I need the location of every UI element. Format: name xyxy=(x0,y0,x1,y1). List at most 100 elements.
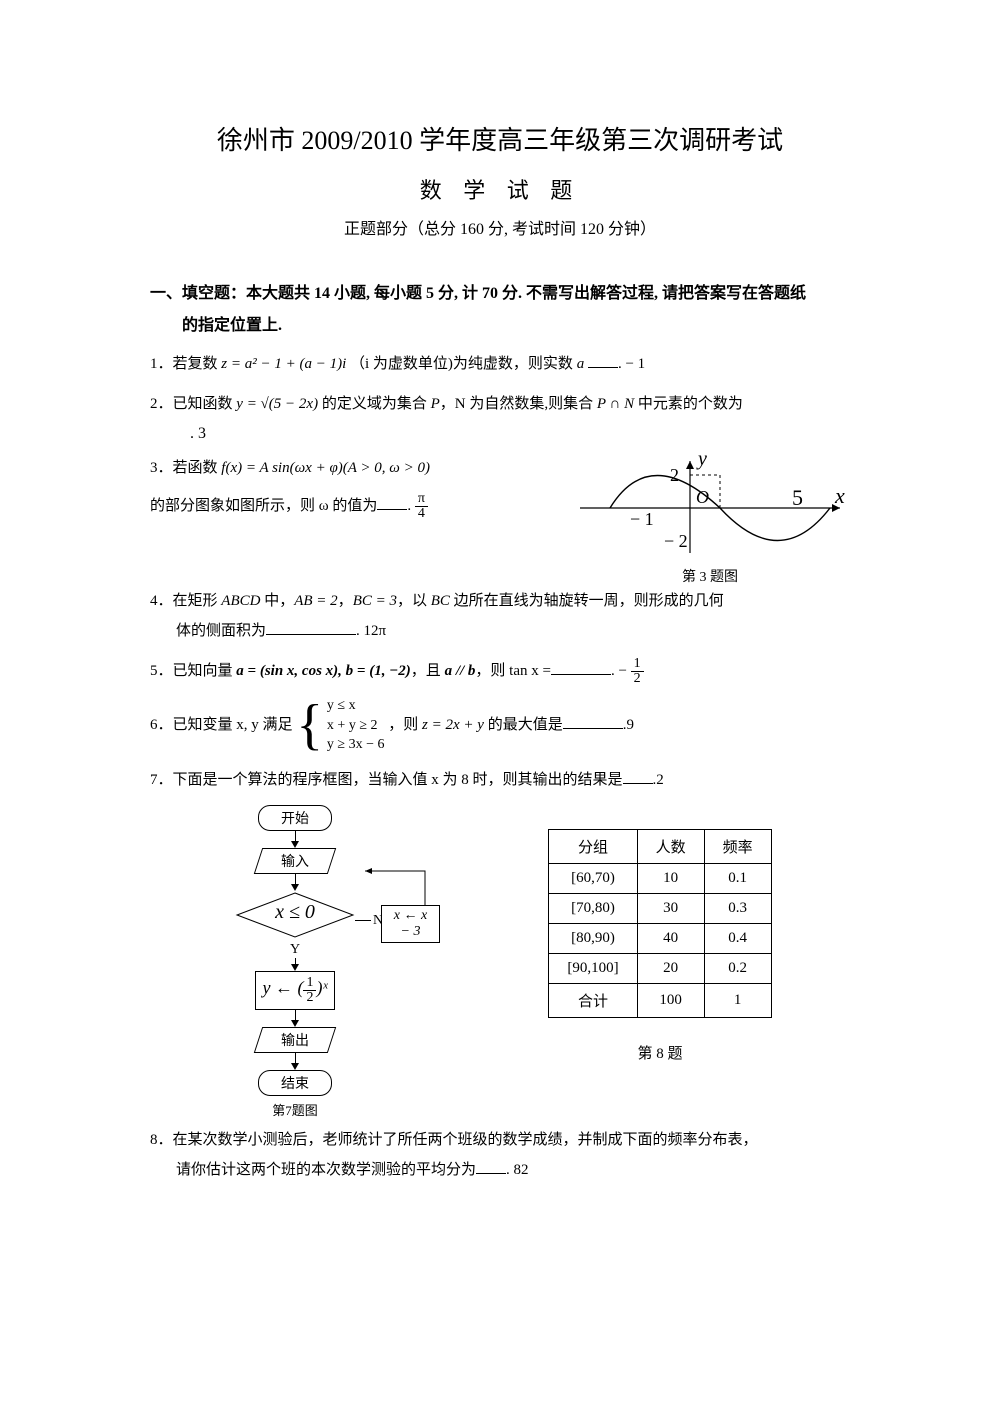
q4-t1: 在矩形 xyxy=(173,593,222,609)
table-row: [70,80)300.3 xyxy=(549,893,771,923)
q6-brace: { xyxy=(296,697,323,753)
q4-num: 4． xyxy=(150,586,173,616)
table-row: [90,100]200.2 xyxy=(549,953,771,983)
q5-a: a = (sin x, cos x), b = (1, −2) xyxy=(236,663,411,679)
q5-sign: − xyxy=(618,663,626,679)
q1-num: 1． xyxy=(150,349,173,379)
table-row: [80,90)400.4 xyxy=(549,923,771,953)
q3-expr: f(x) = A sin(ωx + φ)(A > 0, ω > 0) xyxy=(221,460,430,476)
page-info: 正题部分（总分 160 分, 考试时间 120 分钟） xyxy=(150,215,850,239)
q3-chart-svg: y 2 x O − 1 5 − 2 xyxy=(570,453,850,563)
q1-var: a xyxy=(577,356,585,372)
q5-t3: ，则 tan x = xyxy=(475,663,551,679)
q3-x-label: x xyxy=(834,483,845,508)
q7-t1: 下面是一个算法的程序框图，当输入值 x 为 8 时，则其输出的结果是 xyxy=(173,772,623,788)
page-subtitle: 数 学 试 题 xyxy=(150,173,850,205)
q3-ans: π4 xyxy=(415,492,428,521)
q6-cases: y ≤ x x + y ≥ 2 y ≥ 3x − 6 xyxy=(327,696,385,755)
fc-start: 开始 xyxy=(258,805,332,831)
q3-y-label: y xyxy=(696,453,707,470)
q8-table-wrap: 分组 人数 频率 [60,70)100.1 [70,80)300.3 [80,9… xyxy=(440,805,850,1063)
q2-num: 2． xyxy=(150,389,173,419)
q5-blank xyxy=(551,660,611,675)
q7-figure-row: 开始 输入 x ≤ 0 N x ← x − xyxy=(150,805,850,1119)
q5-t1: 已知向量 xyxy=(173,663,237,679)
q7-blank xyxy=(623,769,653,784)
section-header-1: 一、填空题：本大题共 14 小题, 每小题 5 分, 计 70 分. 不需写出解… xyxy=(150,279,850,303)
table-row: [60,70)100.1 xyxy=(549,863,771,893)
q8-t1: 在某次数学小测验后，老师统计了所任两个班级的数学成绩，并制成下面的频率分布表， xyxy=(173,1132,758,1148)
q1-expr: z = a² − 1 + (a − 1)i xyxy=(221,356,346,372)
q8-t2: 请你估计这两个班的本次数学测验的平均分为 xyxy=(176,1162,476,1178)
q3-neg2-label: − 2 xyxy=(664,531,688,551)
fc-cond: x ≤ 0 xyxy=(235,901,355,924)
q1-t2: （i 为虚数单位)为纯虚数，则实数 xyxy=(350,356,577,372)
q2-t2: 的定义域为集合 xyxy=(318,396,431,412)
q2-ans: . 3 xyxy=(150,425,850,443)
q1-blank xyxy=(588,353,618,368)
q3-blank xyxy=(377,495,407,510)
q4-t4: ，以 xyxy=(397,593,431,609)
fc-Y: Y xyxy=(290,942,300,958)
fc-assign: y ← (12)ˣ xyxy=(255,971,334,1010)
q6-ans: .9 xyxy=(623,717,634,733)
q3-2-label: 2 xyxy=(670,465,679,485)
q7-ans: .2 xyxy=(653,772,664,788)
fc-output: 输出 xyxy=(254,1027,336,1053)
q3-figure: y 2 x O − 1 5 − 2 第 3 题图 xyxy=(570,453,850,586)
q8-num: 8． xyxy=(150,1125,173,1155)
question-2: 2．已知函数 y = √(5 − 2x) 的定义域为集合 P，N 为自然数集,则… xyxy=(150,389,850,419)
q6-blank xyxy=(563,714,623,729)
question-1: 1．若复数 z = a² − 1 + (a − 1)i （i 为虚数单位)为纯虚… xyxy=(150,349,850,379)
q6-num: 6． xyxy=(150,710,173,740)
q8-freq-table: 分组 人数 频率 [60,70)100.1 [70,80)300.3 [80,9… xyxy=(548,829,771,1018)
col-freq: 频率 xyxy=(704,829,771,863)
question-3: 3．若函数 f(x) = A sin(ωx + φ)(A > 0, ω > 0)… xyxy=(150,453,570,521)
q6-t3: 的最大值是 xyxy=(484,717,563,733)
q3-t1: 若函数 xyxy=(173,460,222,476)
q3-5-label: 5 xyxy=(792,485,803,510)
q2-t3: ，N 为自然数集,则集合 xyxy=(440,396,597,412)
q4-line2: 体的侧面积为 xyxy=(176,623,266,639)
q5-num: 5． xyxy=(150,656,173,686)
page-title: 徐州市 2009/2010 学年度高三年级第三次调研考试 xyxy=(150,120,850,157)
q3-num: 3． xyxy=(150,453,173,483)
q2-PiN: P ∩ N xyxy=(597,396,634,412)
q8-table-caption: 第 8 题 xyxy=(470,1042,850,1063)
q7-caption: 第7题图 xyxy=(272,1100,318,1119)
fc-end: 结束 xyxy=(258,1070,332,1096)
q1-t1: 若复数 xyxy=(173,356,222,372)
q3-t2: 的部分图象如图所示，则 ω 的值为 xyxy=(150,498,377,514)
q2-expr: y = √(5 − 2x) xyxy=(236,396,318,412)
q6-t1: 已知变量 x, y 满足 xyxy=(173,717,293,733)
question-7: 7．下面是一个算法的程序框图，当输入值 x 为 8 时，则其输出的结果是 .2 xyxy=(150,765,850,795)
fc-loopback xyxy=(365,867,455,907)
q1-ans: − 1 xyxy=(625,356,645,372)
q4-AB: AB = 2 xyxy=(294,593,337,609)
question-4: 4．在矩形 ABCD 中，AB = 2，BC = 3，以 BC 边所在直线为轴旋… xyxy=(150,586,850,646)
q4-t5: 边所在直线为轴旋转一周，则形成的几何 xyxy=(450,593,724,609)
col-group: 分组 xyxy=(549,829,637,863)
q6-z: z = 2x + y xyxy=(422,717,484,733)
q4-t2: 中， xyxy=(260,593,294,609)
question-5: 5．已知向量 a = (sin x, cos x), b = (1, −2)，且… xyxy=(150,656,850,686)
q4-BC: BC = 3 xyxy=(353,593,397,609)
q3-caption: 第 3 题图 xyxy=(570,566,850,586)
question-8: 8．在某次数学小测验后，老师统计了所任两个班级的数学成绩，并制成下面的频率分布表… xyxy=(150,1125,850,1185)
section-header-1b: 的指定位置上. xyxy=(150,311,850,335)
table-header-row: 分组 人数 频率 xyxy=(549,829,771,863)
q5-ab: a // b xyxy=(445,663,476,679)
q5-ans: 12 xyxy=(631,657,644,686)
q4-ABCD: ABCD xyxy=(221,593,260,609)
q2-t4: 中元素的个数为 xyxy=(634,396,743,412)
table-row: 合计1001 xyxy=(549,983,771,1017)
q4-blank xyxy=(266,620,356,635)
q3-neg1-label: − 1 xyxy=(630,509,654,529)
q4-ans: . 12π xyxy=(356,623,386,639)
q8-blank xyxy=(476,1159,506,1174)
question-3-row: 3．若函数 f(x) = A sin(ωx + φ)(A > 0, ω > 0)… xyxy=(150,453,850,586)
q3-O-label: O xyxy=(696,487,709,507)
q2-P: P xyxy=(431,396,440,412)
q8-ans: . 82 xyxy=(506,1162,529,1178)
q7-num: 7． xyxy=(150,765,173,795)
